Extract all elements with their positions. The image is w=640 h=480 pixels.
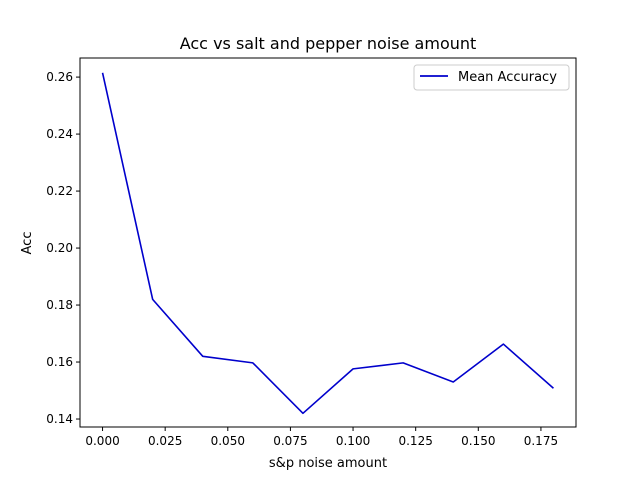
y-axis-label: Acc [20,232,35,255]
y-tick-label: 0.22 [46,184,73,198]
x-tick-label: 0.000 [85,434,119,448]
plot-area [101,72,554,415]
plot-frame [79,57,577,428]
x-tick-label: 0.100 [336,434,370,448]
x-tick-label: 0.075 [273,434,307,448]
chart-title: Acc vs salt and pepper noise amount [180,34,477,53]
x-tick-label: 0.050 [211,434,245,448]
legend: Mean Accuracy [413,64,570,91]
y-tick-label: 0.14 [46,412,73,426]
y-tick-label: 0.16 [46,355,73,369]
series-line-mean-accuracy [101,72,554,415]
x-tick-label: 0.175 [524,434,558,448]
x-axis-label: s&p noise amount [269,456,387,471]
y-tick-label: 0.20 [46,241,73,255]
y-tick-label: 0.18 [46,298,73,312]
legend-box [413,64,570,91]
y-tick-label: 0.24 [46,127,73,141]
x-tick-label: 0.125 [398,434,432,448]
x-axis: 0.000 0.025 0.050 0.075 0.100 0.125 0.150 0.175 [85,427,558,448]
y-axis: 0.14 0.16 0.18 0.20 0.22 0.24 0.26 [46,70,80,426]
legend-label: Mean Accuracy [458,70,557,85]
x-tick-label: 0.150 [461,434,495,448]
x-tick-label: 0.025 [148,434,182,448]
y-tick-label: 0.26 [46,70,73,84]
